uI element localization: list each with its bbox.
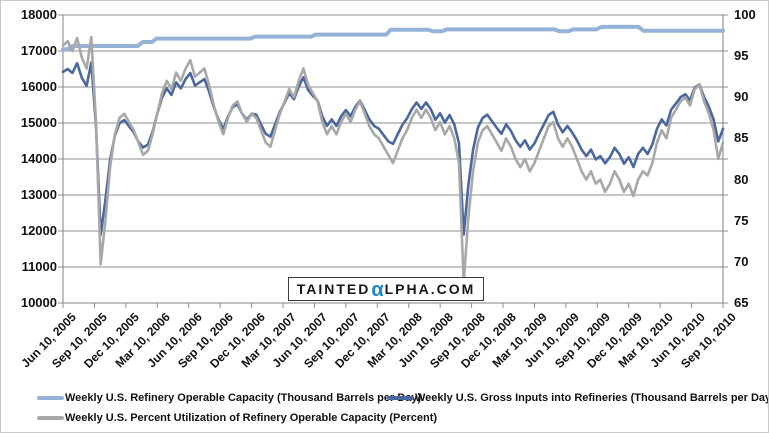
legend-label-gross-inputs: Weekly U.S. Gross Inputs into Refineries…	[415, 392, 769, 404]
y-axis-left-tick-label: 11000	[21, 259, 57, 274]
y-axis-right-tick-label: 65	[734, 295, 749, 310]
legend-item-percent-utilization: Weekly U.S. Percent Utilization of Refin…	[37, 412, 437, 424]
y-axis-right-tick-label: 90	[734, 89, 749, 105]
watermark-text-pre: TAINTED	[296, 281, 371, 297]
gross-inputs-line-swatch	[387, 396, 414, 400]
watermark: TAINTED α LPHA.COM	[288, 277, 484, 301]
legend-item-operable-capacity: Weekly U.S. Refinery Operable Capacity (…	[37, 392, 421, 404]
legend-item-gross-inputs: Weekly U.S. Gross Inputs into Refineries…	[387, 392, 769, 404]
utilization-line-swatch	[37, 416, 64, 420]
y-axis-left-tick-label: 18000	[20, 7, 57, 22]
legend-label-percent-utilization: Weekly U.S. Percent Utilization of Refin…	[65, 412, 438, 424]
y-axis-right-tick-label: 85	[734, 130, 749, 146]
capacity-series-line	[61, 24, 725, 52]
y-axis-left-tick-label: 15000	[20, 115, 57, 130]
watermark-alpha-glyph: α	[371, 279, 384, 301]
y-axis-right-tick-label: 100	[734, 7, 756, 22]
y-axis-left-tick-label: 16000	[20, 79, 57, 94]
y-axis-right-tick-label: 95	[734, 48, 749, 64]
y-axis-left-tick-label: 14000	[20, 151, 57, 166]
gross-inputs-series-line	[61, 61, 725, 236]
y-axis-left-tick-label: 12000	[20, 223, 57, 238]
y-axis-right-tick-label: 80	[734, 171, 749, 187]
capacity-line-swatch	[37, 396, 64, 400]
y-axis-left-tick-label: 10000	[20, 295, 57, 310]
legend-label-operable-capacity: Weekly U.S. Refinery Operable Capacity (…	[65, 392, 422, 404]
y-axis-right-tick-label: 70	[734, 253, 749, 269]
y-axis-right-tick-label: 75	[734, 212, 749, 228]
watermark-text-post: LPHA.COM	[384, 281, 476, 297]
y-axis-left-tick-label: 13000	[20, 187, 57, 202]
utilization-series-line	[61, 35, 725, 284]
y-axis-left-tick-label: 17000	[20, 43, 57, 58]
